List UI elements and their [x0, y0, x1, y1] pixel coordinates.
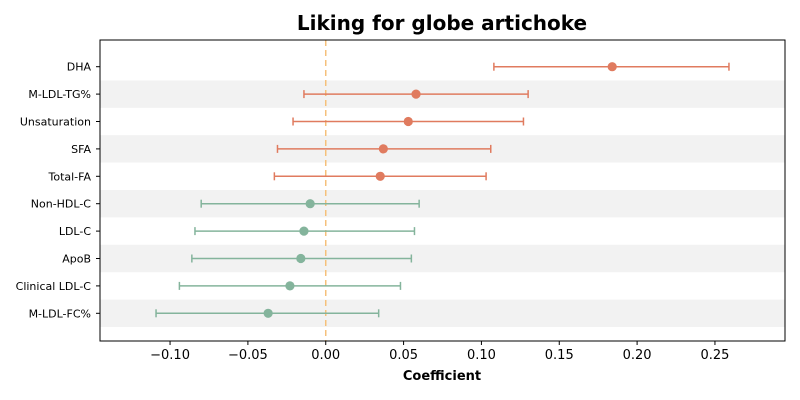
x-tick-label: −0.10 — [150, 348, 190, 363]
x-tick-label: 0.00 — [311, 348, 340, 363]
point-estimate-marker — [296, 253, 306, 264]
point-estimate-marker — [607, 62, 617, 72]
x-tick-label: −0.05 — [228, 348, 268, 363]
x-tick-label: 0.20 — [623, 348, 652, 363]
point-estimate-marker — [378, 144, 388, 154]
x-tick-label: 0.15 — [545, 348, 574, 363]
x-tick-label: 0.10 — [467, 348, 496, 363]
y-tick-label: M-LDL-TG% — [28, 88, 91, 101]
y-tick-label: Clinical LDL-C — [16, 280, 92, 293]
y-tick-label: SFA — [71, 143, 91, 156]
plot-frame — [99, 39, 786, 342]
y-tick-label: Non-HDL-C — [31, 198, 92, 211]
point-estimate-marker — [411, 89, 421, 99]
y-tick-label: Unsaturation — [20, 116, 91, 129]
point-estimate-marker — [299, 226, 309, 236]
point-estimate-marker — [263, 308, 273, 318]
plot-area: DHA M-LDL-TG% Unsaturation SFA Total-FA Non-H… — [16, 39, 786, 363]
point-estimate-marker — [305, 199, 315, 209]
x-tick-label: 0.25 — [700, 348, 729, 363]
y-tick-label: DHA — [67, 61, 92, 74]
point-estimate-marker — [375, 171, 385, 181]
y-tick-label: LDL-C — [59, 225, 92, 238]
x-axis-label: Coefficient — [403, 369, 481, 384]
point-estimate-marker — [285, 281, 295, 291]
y-tick-label: M-LDL-FC% — [29, 307, 91, 320]
y-tick-label: Total-FA — [47, 170, 91, 183]
point-estimate-marker — [403, 116, 413, 127]
chart-title: Liking for globe artichoke — [297, 11, 587, 35]
x-tick-label: 0.05 — [389, 348, 418, 363]
y-tick-label: ApoB — [62, 253, 91, 266]
